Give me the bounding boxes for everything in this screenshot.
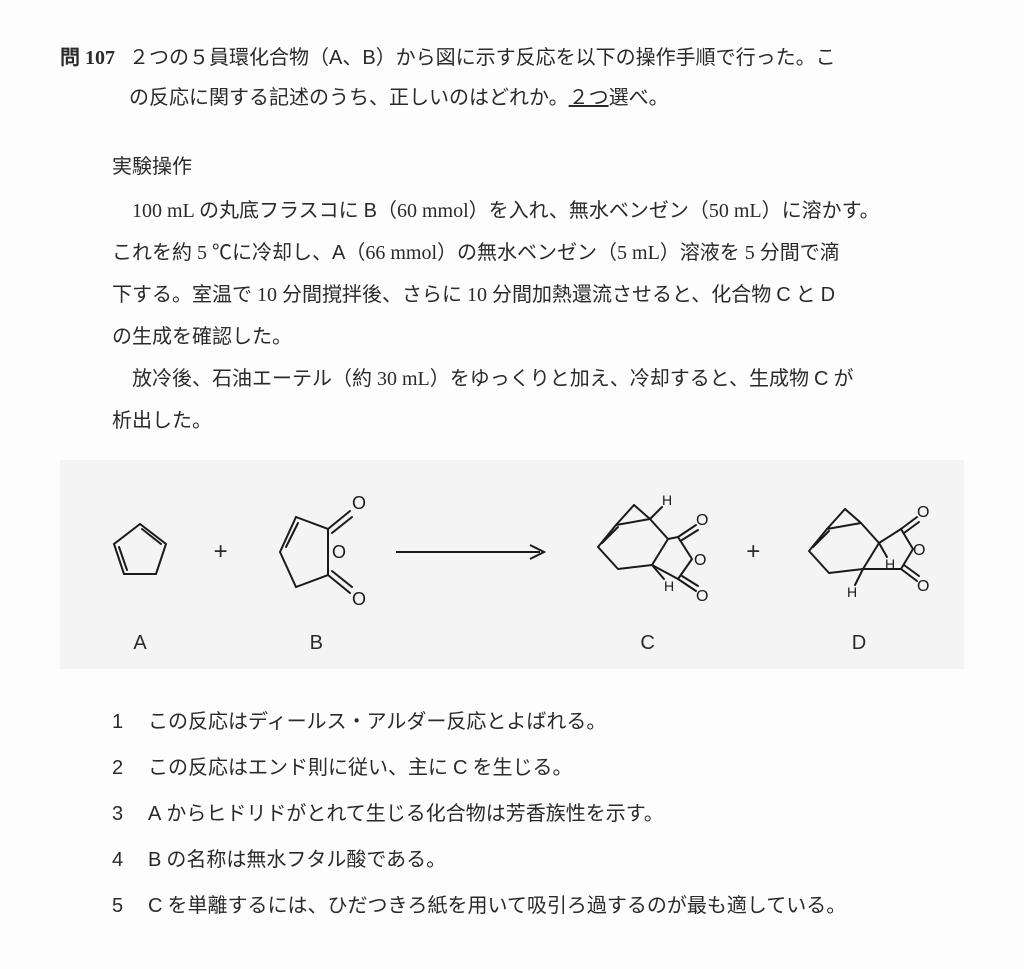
svg-text:O: O [696, 512, 708, 529]
q-B: B [362, 47, 375, 69]
choice-5: 5 C を単離するには、ひだつきろ紙を用いて吸引ろ過するのが最も適している。 [112, 883, 964, 929]
choice-2: 2 この反応はエンド則に従い、主に C を生じる。 [112, 745, 964, 791]
scheme-row: + O [90, 482, 934, 622]
question-number: 問 107 [60, 38, 115, 78]
plus-2: + [733, 538, 773, 566]
q-line1c: ）から図に示す反応を以下の操作手順で行った。こ [376, 47, 836, 69]
p3C: C [776, 284, 790, 306]
label-D: D [784, 632, 934, 655]
choice-1: 1 この反応はディールス・アルダー反応とよばれる。 [112, 699, 964, 745]
scheme-labels: A B C D [90, 632, 934, 655]
svg-text:H: H [664, 578, 674, 594]
q-line1b: 、 [342, 47, 362, 69]
procedure-para4: の生成を確認した。 [112, 316, 964, 358]
mol-C-svg: H H O O O [578, 487, 718, 617]
c2b: を生じる。 [467, 757, 572, 779]
svg-text:H: H [847, 584, 857, 600]
c5C: C [148, 895, 162, 917]
choice-2-text: この反応はエンド則に従い、主に C を生じる。 [148, 745, 964, 791]
choice-1-num: 1 [112, 699, 148, 745]
p5b: が [828, 368, 853, 390]
choice-3: 3 A からヒドリドがとれて生じる化合物は芳香族性を示す。 [112, 791, 964, 837]
p5a: 放冷後、石油エーテル（約 30 mL）をゆっくりと加え、冷却すると、生成物 [132, 368, 814, 390]
procedure-para5: 放冷後、石油エーテル（約 30 mL）をゆっくりと加え、冷却すると、生成物 C … [112, 358, 964, 400]
svg-text:O: O [917, 504, 929, 521]
label-A: A [90, 632, 190, 655]
question-header: 問 107 ２つの５員環化合物（A、B）から図に示す反応を以下の操作手順で行った… [60, 38, 964, 118]
p3b: と [791, 284, 821, 306]
svg-text:O: O [694, 552, 706, 569]
svg-text:O: O [352, 589, 366, 609]
c2C: C [453, 757, 467, 779]
procedure-para1: 100 mL の丸底フラスコに B（60 mmol）を入れ、無水ベンゼン（50 … [112, 190, 964, 232]
q-line2b: 選べ。 [609, 87, 669, 109]
choice-3-text: A からヒドリドがとれて生じる化合物は芳香族性を示す。 [148, 791, 964, 837]
q-line1a: ２つの５員環化合物（ [129, 47, 329, 69]
svg-text:O: O [352, 493, 366, 513]
exam-question-page: 問 107 ２つの５員環化合物（A、B）から図に示す反応を以下の操作手順で行った… [0, 0, 1024, 969]
p3D: D [821, 284, 835, 306]
molecule-D: H H O O O [784, 487, 934, 617]
svg-text:H: H [885, 556, 895, 572]
p1b: （60 mmol）を入れ、無水ベンゼン（50 mL）に溶かす。 [377, 200, 880, 222]
plus-1: + [201, 538, 241, 566]
molecule-A [90, 512, 190, 592]
c5b: を単離するには、ひだつきろ紙を用いて吸引ろ過するのが最も適している。 [162, 895, 846, 917]
procedure-title: 実験操作 [112, 146, 964, 188]
svg-text:O: O [913, 542, 925, 559]
question-text: ２つの５員環化合物（A、B）から図に示す反応を以下の操作手順で行った。こ の反応… [129, 38, 964, 118]
c3b: からヒドリドがとれて生じる化合物は芳香族性を示す。 [161, 803, 663, 825]
svg-text:O: O [917, 578, 929, 595]
q-A: A [329, 47, 342, 69]
choice-4-text: B の名称は無水フタル酸である。 [148, 837, 964, 883]
svg-text:O: O [332, 542, 346, 562]
c2a: この反応はエンド則に従い、主に [148, 757, 453, 779]
choice-5-num: 5 [112, 883, 148, 929]
mol-B-svg: O O O [256, 487, 376, 617]
label-C: C [573, 632, 723, 655]
svg-text:O: O [696, 588, 708, 605]
mol-A-svg [100, 512, 180, 592]
p2b: （66 mmol）の無水ベンゼン（5 mL）溶液を 5 分間で滴 [345, 242, 839, 264]
p5C: C [814, 368, 828, 390]
answer-choices: 1 この反応はディールス・アルダー反応とよばれる。 2 この反応はエンド則に従い… [112, 699, 964, 929]
procedure-para2: これを約 5 ℃に冷却し、A（66 mmol）の無水ベンゼン（5 mL）溶液を … [112, 232, 964, 274]
choice-3-num: 3 [112, 791, 148, 837]
reaction-scheme: + O [60, 460, 964, 669]
choice-5-text: C を単離するには、ひだつきろ紙を用いて吸引ろ過するのが最も適している。 [148, 883, 964, 929]
p2A: A [332, 242, 345, 264]
c3A: A [148, 803, 161, 825]
svg-text:H: H [662, 492, 672, 508]
reaction-arrow [392, 540, 562, 564]
procedure-block: 実験操作 100 mL の丸底フラスコに B（60 mmol）を入れ、無水ベンゼ… [112, 146, 964, 442]
q-underline: ２つ [569, 87, 609, 109]
p2a: これを約 5 ℃に冷却し、 [112, 242, 332, 264]
c4b: の名称は無水フタル酸である。 [161, 849, 446, 871]
label-B: B [251, 632, 381, 655]
choice-1-text: この反応はディールス・アルダー反応とよばれる。 [148, 699, 964, 745]
c4B: B [148, 849, 161, 871]
p3a: 下する。室温で 10 分間撹拌後、さらに 10 分間加熱還流させると、化合物 [112, 284, 776, 306]
procedure-para6: 析出した。 [112, 400, 964, 442]
choice-4: 4 B の名称は無水フタル酸である。 [112, 837, 964, 883]
q-line2a: の反応に関する記述のうち、正しいのはどれか。 [129, 87, 569, 109]
p1B: B [364, 200, 377, 222]
molecule-C: H H O O O [573, 487, 723, 617]
mol-D-svg: H H O O O [789, 487, 929, 617]
procedure-para3: 下する。室温で 10 分間撹拌後、さらに 10 分間加熱還流させると、化合物 C… [112, 274, 964, 316]
choice-4-num: 4 [112, 837, 148, 883]
molecule-B: O O O [251, 487, 381, 617]
p1a: 100 mL の丸底フラスコに [132, 200, 364, 222]
choice-2-num: 2 [112, 745, 148, 791]
q-line2: の反応に関する記述のうち、正しいのはどれか。２つ選べ。 [129, 78, 964, 118]
